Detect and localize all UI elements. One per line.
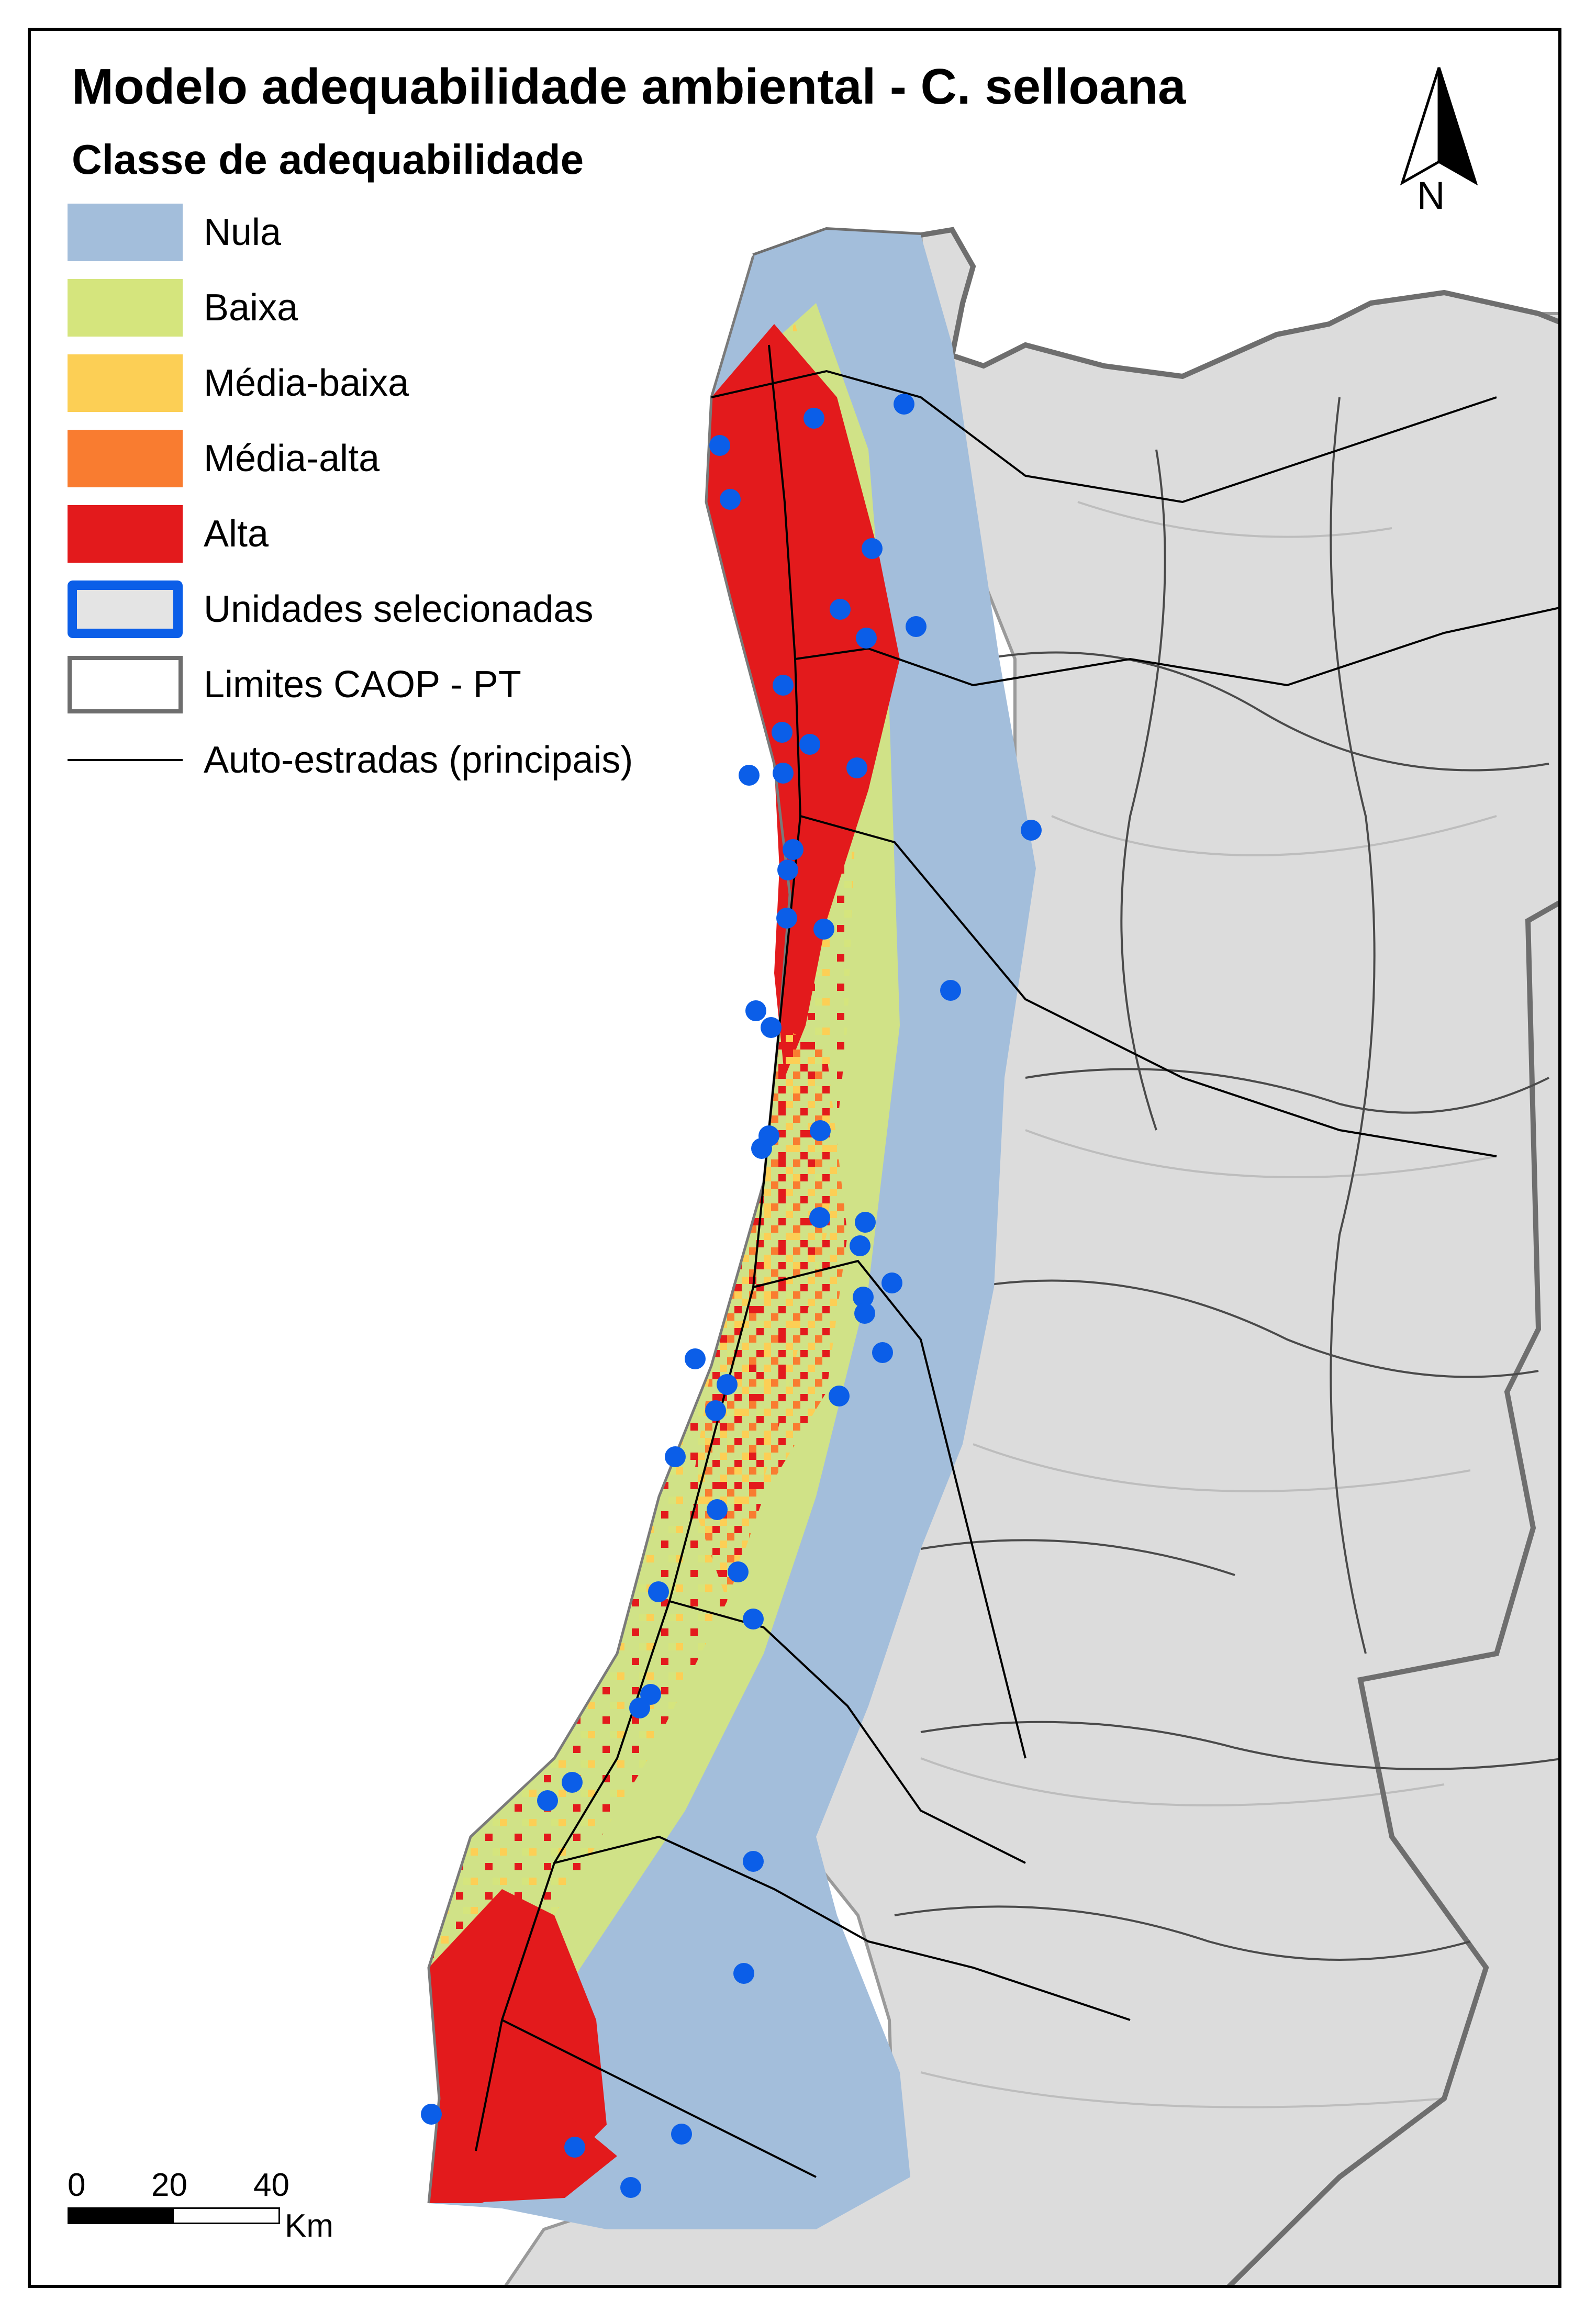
zone-alta-north (706, 324, 900, 1078)
unit-dot (894, 394, 914, 415)
unit-dot (809, 1207, 830, 1228)
unit-dot (783, 839, 803, 860)
unit-dot (758, 1125, 779, 1146)
caop-limits (894, 397, 1558, 1961)
unit-dot (773, 763, 794, 784)
north-label: N (1417, 174, 1445, 217)
unit-dot (671, 2124, 692, 2145)
unit-dot (620, 2177, 641, 2198)
legend-label: Auto-estradas (principais) (204, 739, 633, 781)
legend-label: Unidades selecionadas (204, 588, 594, 630)
unit-dot (853, 1287, 874, 1308)
scale-segment-white (172, 2207, 280, 2224)
map-frame: Modelo adequabilidade ambiental - C. sel… (28, 28, 1561, 2288)
unit-dot (743, 1851, 764, 1872)
unit-dot (776, 908, 797, 929)
unit-dot (733, 1963, 754, 1984)
unit-dot (854, 1303, 875, 1324)
unit-dot (772, 722, 793, 743)
unit-dot (799, 734, 820, 755)
unit-dot (761, 1017, 782, 1038)
unit-dot (720, 489, 741, 510)
scale-segment-black (68, 2207, 175, 2224)
legend-label: Nula (204, 211, 282, 253)
coastline (427, 255, 791, 2204)
highways (475, 344, 1558, 2178)
zone-alta-lisbon (439, 2104, 617, 2203)
unit-dot (629, 1698, 650, 1718)
unit-dot (709, 435, 730, 456)
legend-swatch (68, 430, 183, 487)
selected-units (421, 394, 1042, 2198)
unit-dot (773, 675, 794, 696)
unit-dot (705, 1400, 726, 1421)
unit-dot (421, 2104, 442, 2125)
unit-dot (940, 980, 961, 1001)
portugal-border (752, 227, 1558, 2285)
legend-swatch (68, 279, 183, 337)
legend-label: Limites CAOP - PT (204, 664, 521, 706)
legend-label: Alta (204, 513, 269, 555)
legend-swatch (68, 505, 183, 563)
scale-unit: Km (285, 2208, 333, 2244)
legend-swatch (68, 759, 183, 761)
legend-swatch (68, 204, 183, 261)
unit-dot (743, 1609, 764, 1629)
unit-dot (856, 628, 877, 649)
unit-dot (665, 1446, 686, 1467)
zone-alta-center (690, 1025, 847, 1601)
unit-dot (846, 757, 867, 778)
scale-tick-20: 20 (151, 2167, 187, 2203)
map-canvas (421, 227, 1558, 2285)
legend-swatch (68, 580, 183, 638)
scale-bar: 0 20 40 Km (68, 2167, 361, 2271)
unit-dot (881, 1272, 902, 1293)
unit-dot (717, 1374, 738, 1395)
unit-dot (829, 1386, 850, 1406)
unit-dot (739, 765, 760, 786)
unit-dot (745, 1000, 766, 1021)
unit-dot (850, 1235, 870, 1256)
unit-dot (810, 1120, 831, 1141)
unit-dot (830, 599, 851, 620)
unit-dot (872, 1342, 893, 1363)
unit-dot (707, 1499, 728, 1520)
scale-tick-40: 40 (253, 2167, 289, 2203)
legend-swatch (68, 656, 183, 713)
north-arrow-icon (1400, 67, 1478, 186)
unit-dot (803, 408, 824, 429)
unit-dot (562, 1772, 583, 1793)
legend-label: Baixa (204, 287, 298, 329)
legend-heading: Classe de adequabilidade (72, 136, 584, 183)
legend-swatch (68, 354, 183, 412)
unit-dot (537, 1790, 558, 1811)
map-title: Modelo adequabilidade ambiental - C. sel… (72, 59, 1186, 115)
legend-label: Média-baixa (204, 362, 409, 404)
unit-dot (906, 616, 927, 637)
unit-dot (728, 1561, 749, 1582)
unit-dot (1021, 820, 1042, 841)
unit-dot (813, 919, 834, 940)
unit-dot (564, 2137, 585, 2158)
unit-dot (648, 1581, 669, 1602)
unit-dot (862, 538, 883, 559)
unit-dot (855, 1212, 876, 1233)
unit-dot (777, 859, 798, 880)
unit-dot (685, 1348, 706, 1369)
legend-label: Média-alta (204, 438, 380, 479)
relief-shading (920, 501, 1497, 2108)
scale-tick-0: 0 (68, 2167, 86, 2203)
